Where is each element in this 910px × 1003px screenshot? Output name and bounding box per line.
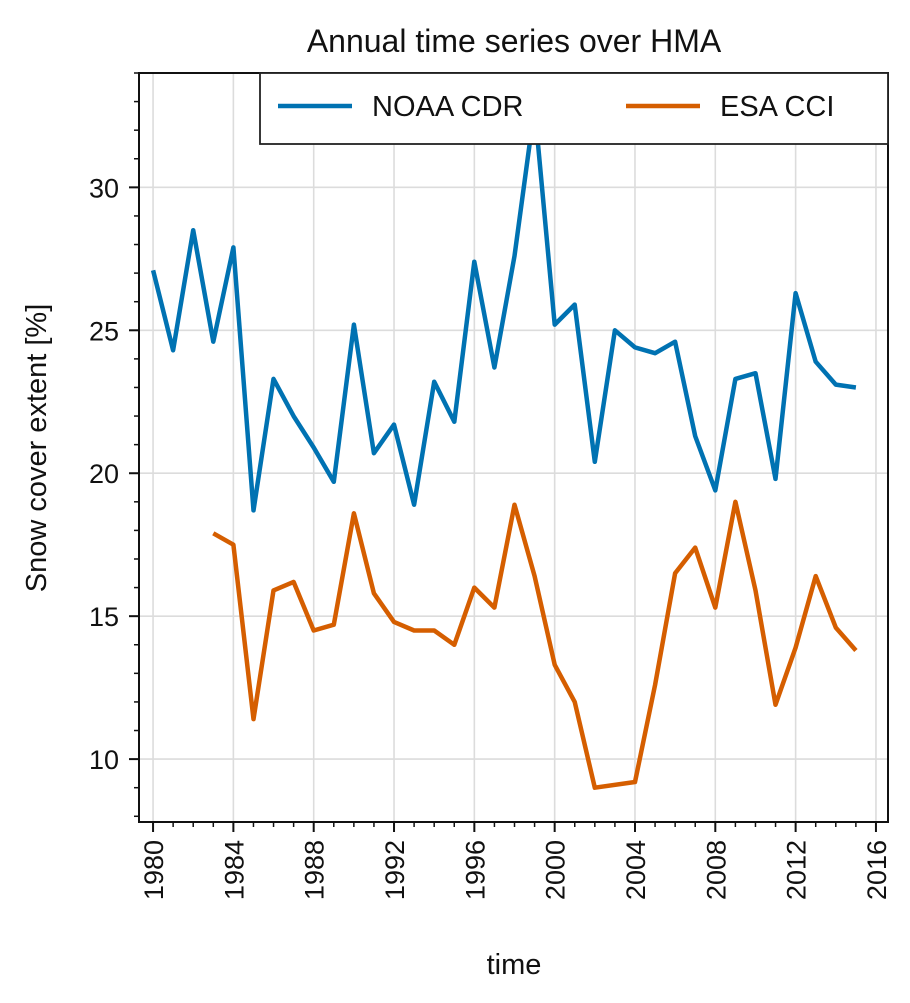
- x-tick-label: 2004: [621, 840, 651, 900]
- x-tick-label: 2000: [541, 840, 571, 900]
- y-tick-label: 10: [89, 745, 119, 775]
- legend-label-esa-cci: ESA CCI: [720, 91, 834, 123]
- series-layer: [150, 105, 858, 790]
- series-line-noaa-cdr: [150, 105, 857, 513]
- x-tick-label: 1984: [219, 840, 249, 900]
- series-line-esa-cci: [212, 499, 858, 790]
- y-axis-label: Snow cover extent [%]: [21, 304, 53, 593]
- x-tick-label: 1996: [460, 840, 490, 900]
- x-axis-label: time: [487, 949, 542, 981]
- chart-title: Annual time series over HMA: [307, 23, 722, 59]
- x-tick-label: 1988: [300, 840, 330, 900]
- x-axis: 1980 1984 1988 1992 1996 2000 2004 2008 2012 2016: [139, 822, 892, 900]
- legend-label-noaa-cdr: NOAA CDR: [372, 91, 523, 123]
- y-tick-label: 20: [89, 459, 119, 489]
- legend-box: [259, 72, 889, 145]
- y-tick-label: 15: [89, 602, 119, 632]
- x-tick-label: 1980: [139, 840, 169, 900]
- y-axis: 10 15 20 25 30: [89, 72, 139, 818]
- grid: [139, 73, 888, 822]
- x-tick-label: 1992: [380, 840, 410, 900]
- x-tick-label: 2008: [701, 840, 731, 900]
- y-tick-label: 25: [89, 316, 119, 346]
- legend: NOAA CDR ESA CCI: [259, 72, 889, 145]
- x-tick-label: 2016: [862, 840, 892, 900]
- y-tick-label: 30: [89, 173, 119, 203]
- x-tick-label: 2012: [782, 840, 812, 900]
